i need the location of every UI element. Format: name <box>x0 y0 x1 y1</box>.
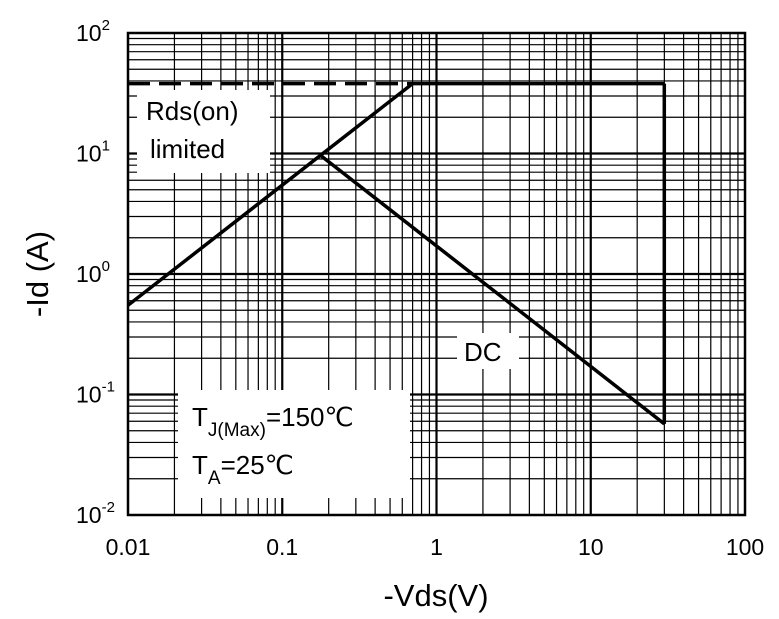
y-tick-base: 10 <box>76 382 102 408</box>
rds-annotation-line2: limited <box>150 134 225 164</box>
y-axis-label: -Id (A) <box>20 231 55 317</box>
y-tick-label: 101 <box>76 138 110 167</box>
tj-value: =150℃ <box>266 402 354 432</box>
y-tick-label: 10-1 <box>76 379 115 408</box>
tj-subscript: J(Max) <box>208 420 266 441</box>
tj-annotation: TJ(Max)=150℃ <box>192 402 354 441</box>
y-tick-exponent: -1 <box>102 379 115 396</box>
y-tick-label: 100 <box>76 258 110 287</box>
ta-subscript: A <box>208 468 221 489</box>
conditions-annotation-box <box>178 390 410 498</box>
x-tick-labels: 0.01 0.1 1 10 100 <box>106 534 765 560</box>
y-tick-label: 102 <box>76 17 110 46</box>
y-tick-base: 10 <box>76 141 102 167</box>
dc-annotation: DC <box>464 337 502 367</box>
series-line <box>126 82 414 307</box>
ta-annotation: TA=25℃ <box>192 450 294 489</box>
x-tick-label: 1 <box>430 534 443 560</box>
y-tick-base: 10 <box>76 20 102 46</box>
dc-annotation-box <box>457 333 519 369</box>
x-tick-label: 100 <box>726 534 764 560</box>
y-tick-exponent: 0 <box>102 258 110 275</box>
x-tick-label: 10 <box>578 534 604 560</box>
rds-annotation-box <box>137 90 270 173</box>
rds-annotation-line1: Rds(on) <box>146 96 238 126</box>
y-tick-label: 10-2 <box>76 499 115 528</box>
y-tick-base: 10 <box>76 502 102 528</box>
ta-main: T <box>192 450 208 480</box>
plot-frame <box>126 31 747 517</box>
series-group <box>126 81 667 426</box>
ta-value: =25℃ <box>221 450 294 480</box>
y-tick-base: 10 <box>76 261 102 287</box>
tj-main: T <box>192 402 208 432</box>
x-tick-label: 0.1 <box>266 534 298 560</box>
y-tick-exponent: -2 <box>102 499 115 516</box>
x-axis-label: -Vds(V) <box>383 578 488 613</box>
series-line <box>320 154 666 426</box>
y-tick-exponent: 2 <box>102 17 110 34</box>
y-tick-exponent: 1 <box>102 138 110 155</box>
x-tick-label: 0.01 <box>106 534 151 560</box>
